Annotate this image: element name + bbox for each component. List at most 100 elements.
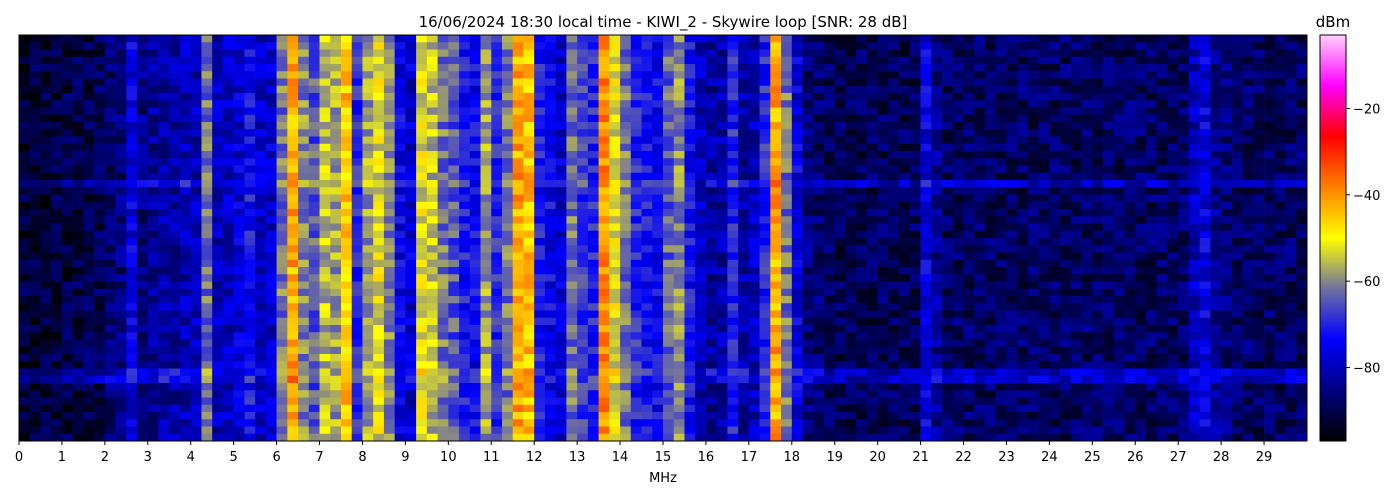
heatmap-cell: [963, 143, 975, 152]
heatmap-cell: [748, 194, 760, 203]
heatmap-cell: [255, 165, 267, 174]
heatmap-cell: [83, 165, 95, 174]
heatmap-cell: [222, 303, 234, 311]
heatmap-cell: [834, 288, 846, 297]
heatmap-cell: [40, 158, 52, 166]
heatmap-cell: [426, 78, 438, 87]
heatmap-cell: [609, 136, 621, 145]
heatmap-cell: [276, 238, 288, 246]
heatmap-cell: [630, 129, 642, 137]
heatmap-cell: [566, 412, 578, 420]
heatmap-cell: [405, 180, 417, 188]
heatmap-cell: [716, 361, 728, 369]
heatmap-cell: [383, 194, 395, 203]
heatmap-cell: [705, 93, 717, 101]
heatmap-cell: [373, 281, 385, 290]
heatmap-cell: [201, 64, 213, 72]
heatmap-cell: [265, 303, 277, 311]
heatmap-cell: [137, 187, 149, 195]
heatmap-cell: [180, 390, 192, 398]
heatmap-cell: [909, 216, 921, 224]
heatmap-cell: [94, 317, 106, 326]
heatmap-cell: [190, 274, 202, 282]
heatmap-cell: [19, 397, 31, 406]
heatmap-cell: [684, 216, 696, 224]
heatmap-cell: [61, 317, 73, 326]
heatmap-cell: [126, 129, 138, 137]
heatmap-cell: [502, 390, 514, 398]
heatmap-cell: [544, 35, 556, 43]
heatmap-cell: [169, 230, 181, 239]
heatmap-cell: [620, 245, 632, 253]
heatmap-cell: [298, 433, 310, 442]
heatmap-cell: [265, 281, 277, 290]
heatmap-cell: [298, 223, 310, 232]
heatmap-cell: [426, 35, 438, 43]
heatmap-cell: [684, 35, 696, 43]
heatmap-cell: [888, 274, 900, 282]
heatmap-cell: [137, 230, 149, 239]
heatmap-cell: [856, 216, 868, 224]
heatmap-cell: [137, 136, 149, 145]
heatmap-cell: [534, 78, 546, 87]
heatmap-cell: [555, 426, 567, 435]
heatmap-cell: [512, 303, 524, 311]
heatmap-cell: [620, 129, 632, 137]
heatmap-cell: [502, 354, 514, 362]
heatmap-cell: [94, 310, 106, 319]
heatmap-cell: [620, 368, 632, 377]
heatmap-cell: [351, 361, 363, 369]
heatmap-cell: [459, 71, 471, 79]
heatmap-cell: [663, 100, 675, 108]
heatmap-cell: [813, 209, 825, 217]
heatmap-cell: [759, 346, 771, 355]
heatmap-cell: [630, 267, 642, 275]
heatmap-cell: [716, 107, 728, 116]
heatmap-cell: [373, 114, 385, 123]
heatmap-cell: [61, 85, 73, 94]
heatmap-cell: [51, 346, 63, 355]
heatmap-cell: [952, 114, 964, 123]
heatmap-cell: [963, 317, 975, 326]
heatmap-cell: [673, 107, 685, 116]
heatmap-cell: [383, 78, 395, 87]
heatmap-cell: [104, 354, 116, 362]
heatmap-cell: [51, 412, 63, 420]
heatmap-cell: [534, 267, 546, 275]
heatmap-cell: [383, 310, 395, 319]
heatmap-cell: [308, 187, 320, 195]
heatmap-cell: [491, 267, 503, 275]
heatmap-cell: [909, 129, 921, 137]
heatmap-cell: [738, 158, 750, 166]
heatmap-cell: [566, 383, 578, 391]
heatmap-cell: [61, 35, 73, 43]
heatmap-cell: [888, 114, 900, 123]
heatmap-cell: [330, 223, 342, 232]
heatmap-cell: [437, 332, 449, 340]
heatmap-cell: [72, 223, 84, 232]
heatmap-cell: [652, 368, 664, 377]
heatmap-cell: [341, 383, 353, 391]
heatmap-cell: [716, 375, 728, 384]
heatmap-cell: [695, 78, 707, 87]
heatmap-cell: [201, 303, 213, 311]
heatmap-cell: [255, 368, 267, 377]
heatmap-cell: [641, 64, 653, 72]
heatmap-cell: [534, 194, 546, 203]
heatmap-cell: [405, 187, 417, 195]
heatmap-cell: [705, 259, 717, 268]
heatmap-cell: [147, 180, 159, 188]
heatmap-cell: [577, 252, 589, 261]
heatmap-cell: [909, 332, 921, 340]
heatmap-cell: [94, 114, 106, 123]
heatmap-cell: [265, 56, 277, 65]
heatmap-cell: [448, 288, 460, 297]
heatmap-cell: [212, 151, 224, 159]
heatmap-cell: [190, 64, 202, 72]
heatmap-cell: [609, 158, 621, 166]
heatmap-cell: [83, 259, 95, 268]
heatmap-cell: [888, 296, 900, 304]
heatmap-cell: [351, 93, 363, 101]
heatmap-cell: [705, 64, 717, 72]
heatmap-cell: [104, 230, 116, 239]
